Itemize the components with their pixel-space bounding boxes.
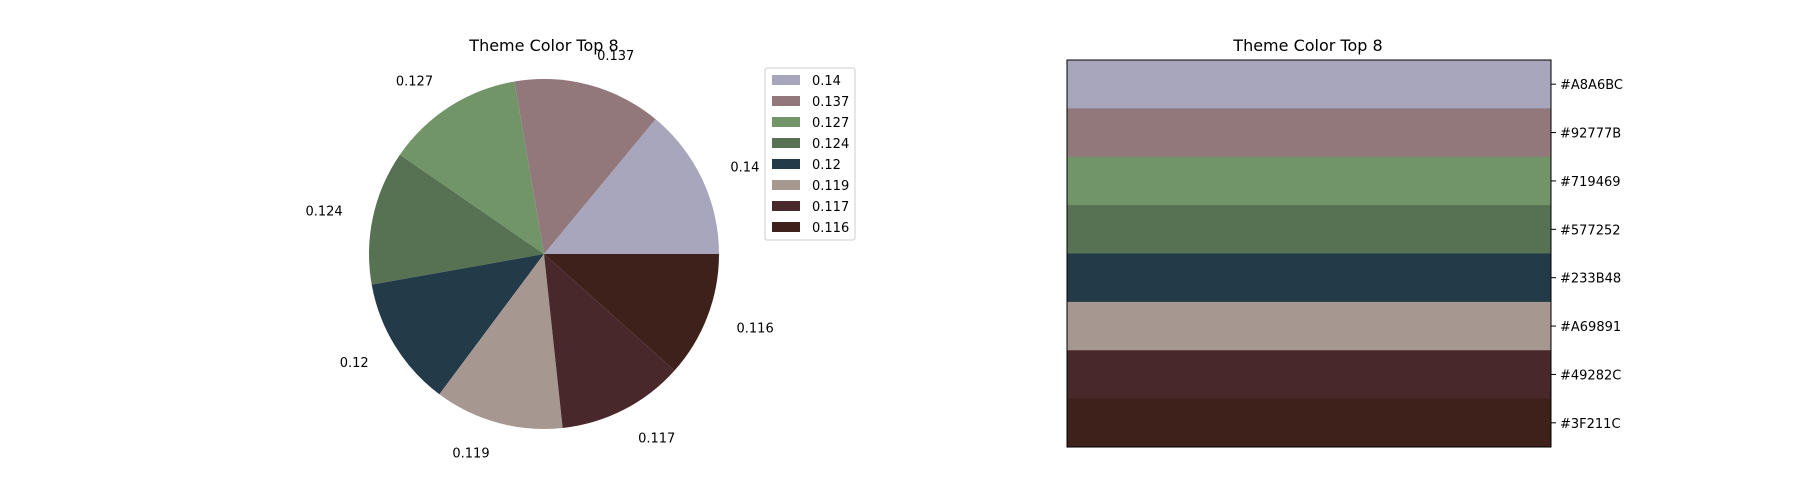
pie-slice-label: 0.119	[452, 447, 489, 462]
legend-label: 0.137	[812, 95, 849, 110]
swatch-tick-label: #577252	[1560, 223, 1621, 238]
swatch-row	[1067, 205, 1551, 255]
legend-frame	[764, 67, 856, 241]
pie-slice	[399, 81, 544, 254]
swatch-title: Theme Color Top 8	[1232, 36, 1382, 55]
swatch-tick-label: #3F211C	[1560, 417, 1621, 432]
swatch-tick-label: #719469	[1560, 175, 1621, 190]
pie-slice	[439, 254, 563, 429]
pie-chart: Theme Color Top 8 0.14 0.137 0.127 0.124 0.1…	[305, 36, 773, 462]
legend-swatch	[772, 159, 800, 169]
pie-slice-label: 0.14	[730, 160, 759, 175]
swatch-row	[1067, 350, 1551, 400]
legend-label: 0.119	[812, 179, 849, 194]
swatch-row	[1067, 301, 1551, 351]
legend-swatch	[772, 117, 800, 127]
swatch-row	[1067, 60, 1551, 109]
legend-label: 0.14	[812, 74, 841, 89]
legend-label: 0.127	[812, 116, 849, 131]
pie-slice	[544, 254, 675, 428]
legend-swatch	[772, 222, 800, 232]
legend-label: 0.116	[812, 221, 849, 236]
pie-slice	[371, 254, 544, 395]
legend-swatch	[772, 75, 800, 85]
legend-swatch	[772, 96, 800, 106]
pie-legend: 0.14 0.137 0.127 0.124 0.12 0.119 0.117 0.116	[764, 67, 856, 241]
legend-label: 0.117	[812, 200, 849, 215]
pie-slice-label: 0.117	[638, 431, 675, 446]
swatch-row	[1067, 253, 1551, 303]
swatch-tick-label: #A69891	[1560, 320, 1621, 335]
pie-slice	[544, 254, 719, 371]
swatch-tick-label: #49282C	[1560, 368, 1621, 383]
pie-title: Theme Color Top 8	[468, 36, 618, 55]
legend-swatch	[772, 138, 800, 148]
swatch-frame	[1066, 59, 1552, 448]
swatch-row	[1067, 156, 1551, 206]
legend-label: 0.12	[812, 158, 841, 173]
swatch-tick-label: #233B48	[1560, 272, 1621, 287]
pie-slice-label: 0.124	[305, 204, 342, 219]
legend-swatch	[772, 180, 800, 190]
pie-slice	[514, 78, 656, 254]
pie-slice	[368, 154, 544, 285]
legend-label: 0.124	[812, 137, 849, 152]
swatch-tick-label: #A8A6BC	[1560, 78, 1623, 93]
swatch-tick-label: #92777B	[1560, 127, 1621, 142]
pie-slice-label: 0.137	[597, 49, 634, 64]
pie-slice-label: 0.116	[737, 321, 774, 336]
pie-slice	[544, 119, 719, 254]
pie-slice-label: 0.12	[340, 356, 369, 371]
swatch-row	[1067, 398, 1551, 448]
swatch-chart: Theme Color Top 8 #A8A6BC #92777B #719469 #…	[1066, 36, 1623, 448]
swatch-row	[1067, 108, 1551, 158]
legend-swatch	[772, 201, 800, 211]
pie-slice-label: 0.127	[396, 74, 433, 89]
